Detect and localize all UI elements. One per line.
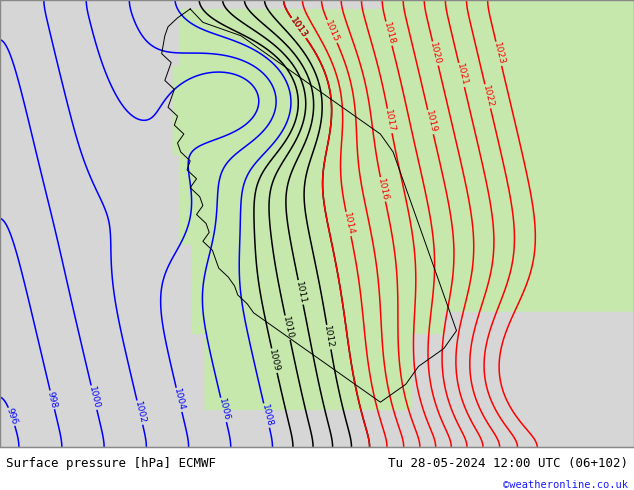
Text: 1009: 1009: [268, 348, 281, 373]
Text: 1018: 1018: [382, 22, 396, 46]
Text: 1010: 1010: [281, 316, 294, 340]
Text: 1015: 1015: [323, 19, 341, 44]
Text: 1016: 1016: [376, 177, 390, 201]
Text: 1017: 1017: [383, 109, 396, 133]
Text: 1021: 1021: [455, 63, 469, 87]
Text: 1019: 1019: [424, 110, 437, 134]
Text: 1002: 1002: [133, 400, 147, 425]
Text: 1004: 1004: [172, 388, 186, 412]
Text: 1022: 1022: [481, 84, 495, 108]
Text: Tu 28-05-2024 12:00 UTC (06+102): Tu 28-05-2024 12:00 UTC (06+102): [387, 457, 628, 470]
Text: 1013: 1013: [288, 16, 309, 40]
Text: 998: 998: [46, 391, 58, 409]
Text: 1020: 1020: [429, 41, 443, 66]
Text: 1014: 1014: [342, 212, 355, 236]
Text: 1006: 1006: [217, 398, 231, 422]
Text: 1008: 1008: [259, 403, 274, 428]
Text: 1012: 1012: [323, 325, 335, 349]
Text: ©weatheronline.co.uk: ©weatheronline.co.uk: [503, 480, 628, 490]
Text: Surface pressure [hPa] ECMWF: Surface pressure [hPa] ECMWF: [6, 457, 216, 470]
Text: 1000: 1000: [87, 385, 101, 410]
Text: 1011: 1011: [294, 280, 307, 304]
Text: 1023: 1023: [492, 42, 506, 66]
Text: 1013: 1013: [288, 16, 309, 40]
Text: 996: 996: [4, 407, 19, 426]
